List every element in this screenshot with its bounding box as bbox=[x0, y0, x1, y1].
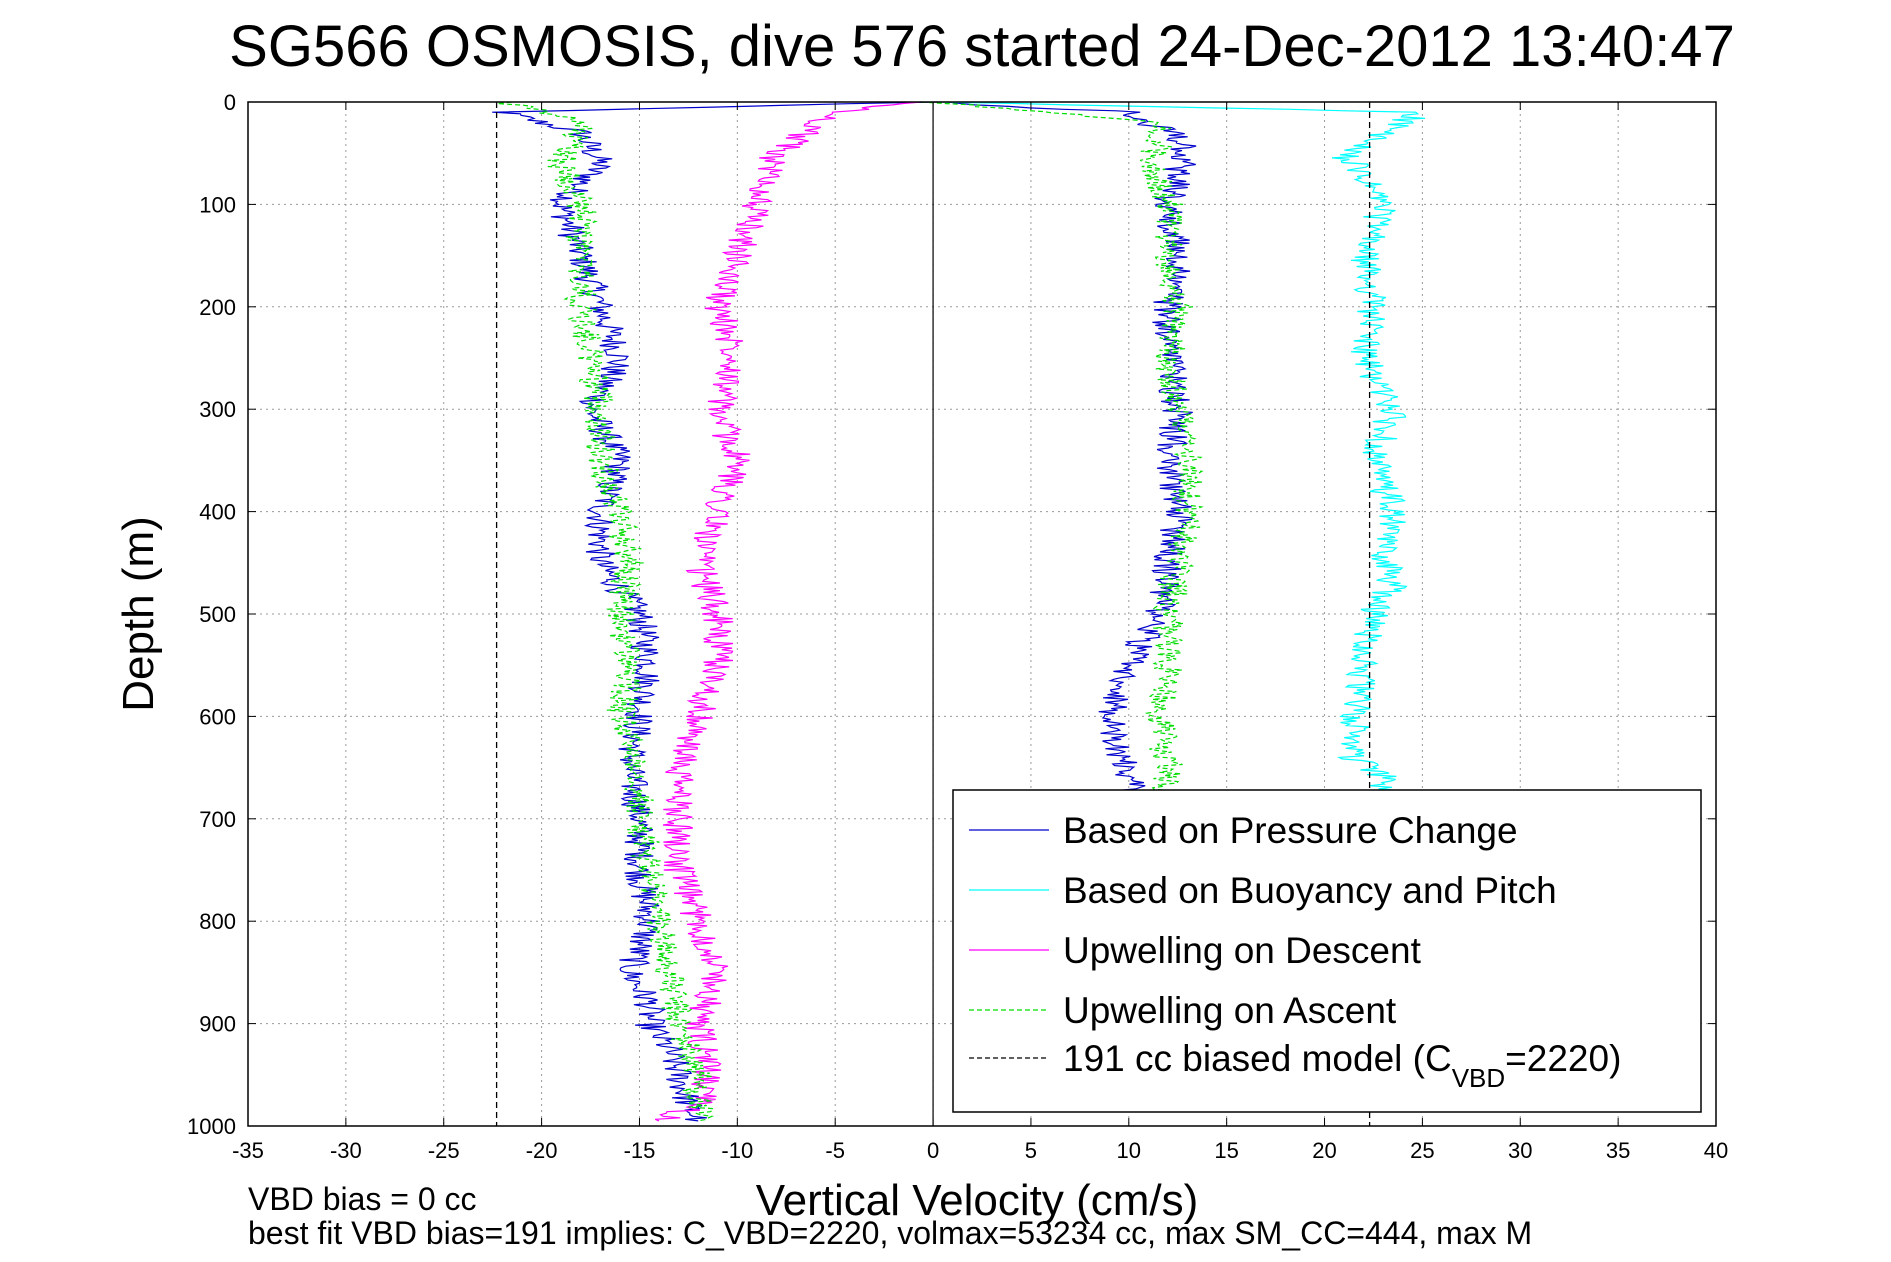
x-tick-label: -25 bbox=[428, 1138, 460, 1163]
x-tick-label: 40 bbox=[1704, 1138, 1728, 1163]
x-tick-label: 20 bbox=[1312, 1138, 1336, 1163]
y-tick-label: 100 bbox=[199, 192, 236, 217]
chart-title: SG566 OSMOSIS, dive 576 started 24-Dec-2… bbox=[229, 14, 1735, 79]
y-tick-label: 900 bbox=[199, 1012, 236, 1037]
x-tick-label: -5 bbox=[825, 1138, 845, 1163]
x-tick-label: 5 bbox=[1025, 1138, 1037, 1163]
x-tick-label: -10 bbox=[721, 1138, 753, 1163]
series-upwelling-on-ascent bbox=[497, 101, 715, 1122]
x-tick-label: 0 bbox=[927, 1138, 939, 1163]
x-tick-label: -35 bbox=[232, 1138, 264, 1163]
y-tick-label: 400 bbox=[199, 500, 236, 525]
series-based-on-pressure-change bbox=[947, 101, 1197, 820]
y-tick-label: 600 bbox=[199, 704, 236, 729]
vbd-bias-note: VBD bias = 0 cc bbox=[248, 1181, 477, 1217]
x-tick-label: 15 bbox=[1214, 1138, 1238, 1163]
y-tick-label: 0 bbox=[224, 90, 236, 115]
series-upwelling-on-descent bbox=[654, 101, 922, 1122]
series-based-on-buoyancy-and-pitch bbox=[939, 101, 1426, 799]
x-tick-label: 35 bbox=[1606, 1138, 1630, 1163]
legend-label: Upwelling on Ascent bbox=[1063, 990, 1397, 1031]
best-fit-note: best fit VBD bias=191 implies: C_VBD=222… bbox=[248, 1215, 1532, 1251]
legend-box bbox=[952, 789, 1702, 1113]
y-tick-label: 500 bbox=[199, 602, 236, 627]
y-tick-label: 200 bbox=[199, 295, 236, 320]
y-tick-label: 800 bbox=[199, 909, 236, 934]
series-layer bbox=[492, 101, 1426, 1126]
x-tick-label: 25 bbox=[1410, 1138, 1434, 1163]
x-tick-label: 10 bbox=[1117, 1138, 1141, 1163]
y-tick-label: 300 bbox=[199, 397, 236, 422]
y-tick-label: 700 bbox=[199, 807, 236, 832]
x-tick-label: -30 bbox=[330, 1138, 362, 1163]
series-upwelling-on-ascent bbox=[920, 101, 1204, 820]
ticks: -35 -30 -25 -20 -15 -10 -5 0 5 10 15 20 25 30 35 400100… bbox=[187, 90, 1728, 1163]
x-tick-label: -15 bbox=[624, 1138, 656, 1163]
legend: Based on Pressure Change Based on Buoyanc… bbox=[952, 789, 1702, 1113]
legend-label: Upwelling on Descent bbox=[1063, 930, 1422, 971]
y-axis-label: Depth (m) bbox=[114, 516, 163, 712]
x-tick-label: -20 bbox=[526, 1138, 558, 1163]
y-tick-label: 1000 bbox=[187, 1114, 236, 1139]
x-tick-label: 30 bbox=[1508, 1138, 1532, 1163]
x-axis-label: Vertical Velocity (cm/s) bbox=[756, 1176, 1199, 1225]
legend-label: Based on Buoyancy and Pitch bbox=[1063, 870, 1557, 911]
legend-label: Based on Pressure Change bbox=[1063, 810, 1518, 851]
